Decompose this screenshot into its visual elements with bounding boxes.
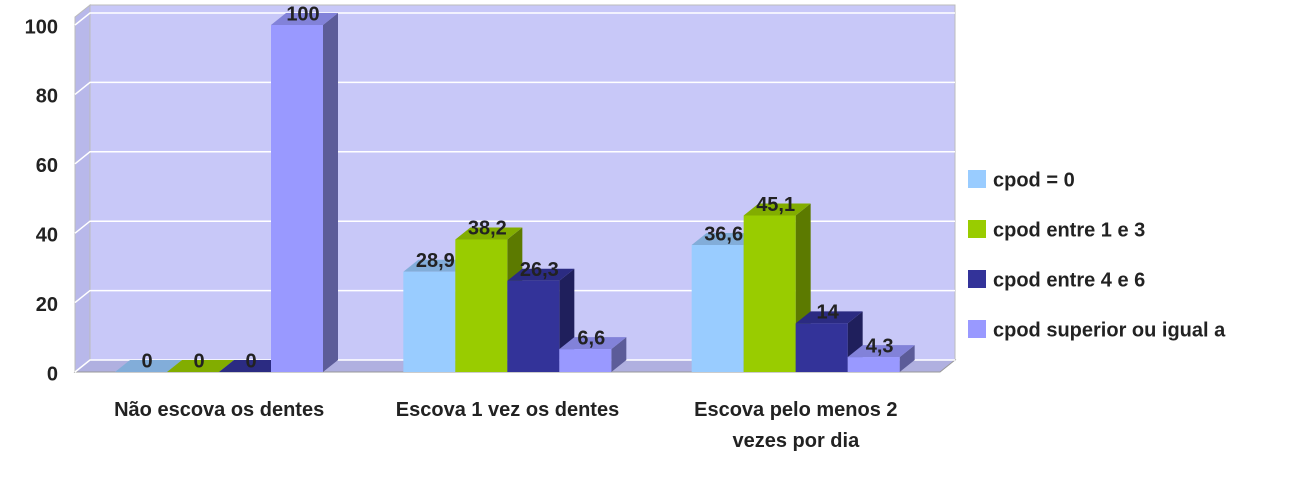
bar-top xyxy=(271,13,338,25)
x-tick-label: Escova pelo menos 2 vezes por dia xyxy=(694,399,898,452)
legend-swatch xyxy=(968,320,986,338)
bar xyxy=(507,280,560,372)
y-tick-label: 60 xyxy=(36,155,58,177)
bar xyxy=(559,349,612,372)
data-label: 0 xyxy=(245,350,256,372)
data-label: 0 xyxy=(141,350,152,372)
legend-swatch xyxy=(968,170,986,188)
bar-top xyxy=(507,268,575,281)
bar-top xyxy=(167,360,234,372)
bar-top xyxy=(847,345,915,358)
bar-top xyxy=(795,311,863,324)
bar-top xyxy=(743,203,811,216)
y-tick-label: 0 xyxy=(47,363,58,385)
grid-line xyxy=(74,289,955,304)
data-label: 4,3 xyxy=(866,335,894,357)
legend-label: cpod superior ou igual a xyxy=(993,319,1226,341)
x-tick-label: Escova 1 vez os dentes xyxy=(395,399,620,421)
data-label: 36,6 xyxy=(704,223,743,245)
data-label: 6,6 xyxy=(577,327,605,349)
data-label: 28,9 xyxy=(416,250,455,272)
bar-side xyxy=(323,13,338,372)
bar xyxy=(455,239,508,372)
bar-top xyxy=(403,259,471,272)
y-tick-label: 80 xyxy=(36,86,58,108)
legend-swatch xyxy=(968,220,986,238)
bar xyxy=(403,271,456,372)
data-label: 45,1 xyxy=(756,194,795,216)
bar-top xyxy=(219,360,286,372)
bar xyxy=(795,323,848,372)
grid-line xyxy=(74,220,955,234)
y-tick-label: 20 xyxy=(36,294,58,316)
x-tick-label: Não escova os dentes xyxy=(114,399,325,421)
data-label: 26,3 xyxy=(520,259,559,281)
bar-side xyxy=(899,345,915,372)
data-label: 38,2 xyxy=(468,218,507,240)
side-wall xyxy=(74,3,91,374)
bar-side xyxy=(611,337,627,372)
legend-label: cpod = 0 xyxy=(993,169,1075,191)
y-tick-label: 100 xyxy=(25,16,58,38)
legend-label: cpod entre 4 e 6 xyxy=(993,269,1145,291)
bar xyxy=(847,357,900,372)
bar xyxy=(271,25,323,372)
bar-top xyxy=(115,360,182,372)
y-tick-label: 40 xyxy=(36,224,58,246)
grid-line xyxy=(74,359,955,373)
grid-line xyxy=(74,81,955,95)
grid-line xyxy=(74,151,955,165)
data-label: 100 xyxy=(286,3,319,25)
bar-top xyxy=(455,227,523,240)
grid-line xyxy=(74,12,955,26)
bar xyxy=(743,215,796,372)
data-label: 0 xyxy=(193,350,204,372)
bar-top xyxy=(559,337,627,350)
legend-label: cpod entre 1 e 3 xyxy=(993,219,1145,241)
legend-swatch xyxy=(968,270,986,288)
bar-top xyxy=(691,232,759,245)
bar xyxy=(691,244,744,372)
data-label: 14 xyxy=(817,302,840,324)
